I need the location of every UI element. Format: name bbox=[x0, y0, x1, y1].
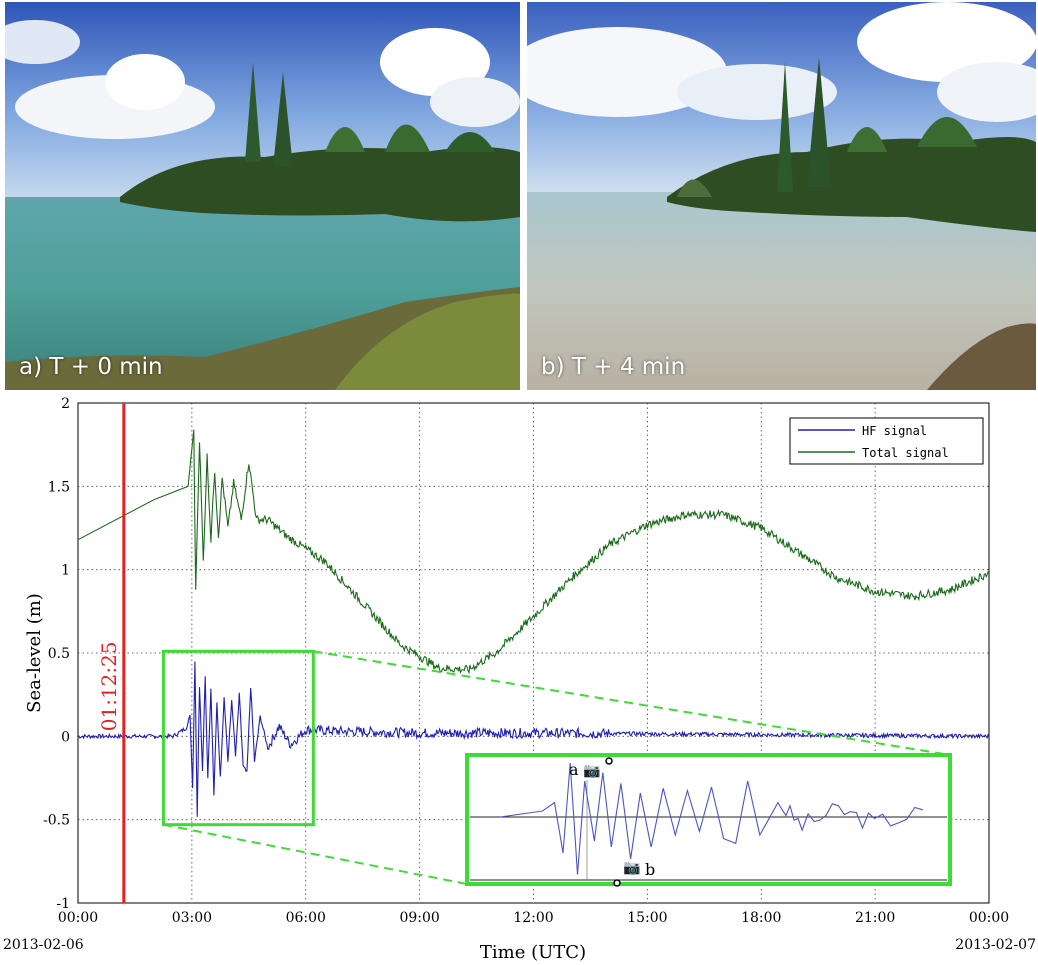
camera-icon-a: 📷 bbox=[583, 763, 600, 779]
zoom-inset-point-a bbox=[605, 757, 613, 765]
x-axis-ticks: 00:00 03:00 06:00 09:00 12:00 15:00 18:00 21:00… bbox=[58, 910, 1009, 926]
zoom-source-box bbox=[161, 649, 315, 827]
y-axis-ticks: -1 -0.5 0 0.5 1 1.5 2 bbox=[43, 396, 70, 912]
photo-a-image bbox=[5, 2, 520, 390]
sea-level-chart: 00:00 03:00 06:00 09:00 12:00 15:00 18:00 21:00… bbox=[3, 396, 1036, 963]
series-layer bbox=[77, 429, 990, 817]
end-date-label: 2013-02-07 bbox=[955, 937, 1036, 953]
y-tick-label: 1 bbox=[61, 563, 70, 579]
zoom-inset-marker-b: b bbox=[645, 860, 655, 879]
legend-label-hf: HF signal bbox=[862, 424, 927, 438]
photo-b-caption: b) T + 4 min bbox=[541, 354, 686, 380]
x-tick-label: 15:00 bbox=[627, 910, 667, 926]
zoom-inset-point-b bbox=[613, 879, 621, 887]
camera-icon-b: 📷 bbox=[623, 860, 640, 876]
y-tick-label: 2 bbox=[61, 396, 70, 412]
y-tick-label: 1.5 bbox=[48, 479, 70, 495]
y-tick-label: 0 bbox=[61, 729, 70, 745]
x-tick-label: 09:00 bbox=[399, 910, 439, 926]
x-axis-label: Time (UTC) bbox=[480, 942, 586, 963]
photo-b-image bbox=[527, 2, 1036, 390]
photo-a: a) T + 0 min bbox=[5, 2, 520, 390]
zoom-inset-marker-a: a bbox=[569, 760, 579, 779]
x-tick-label: 00:00 bbox=[969, 910, 1009, 926]
x-tick-label: 03:00 bbox=[172, 910, 212, 926]
series-line-total bbox=[77, 429, 990, 675]
x-tick-label: 18:00 bbox=[741, 910, 781, 926]
zoom-inset-frame bbox=[465, 753, 952, 886]
photo-b: b) T + 4 min bbox=[527, 2, 1036, 390]
zoom-connector-bottom bbox=[163, 823, 468, 885]
y-tick-label: -1 bbox=[56, 896, 70, 912]
x-tick-label: 12:00 bbox=[513, 910, 553, 926]
x-tick-label: 06:00 bbox=[286, 910, 326, 926]
y-tick-label: -0.5 bbox=[43, 813, 70, 829]
event-label: 01:12:25 bbox=[97, 641, 121, 731]
start-date-label: 2013-02-06 bbox=[3, 937, 84, 953]
x-tick-label: 00:00 bbox=[58, 910, 98, 926]
photo-a-caption: a) T + 0 min bbox=[19, 354, 163, 380]
y-axis-label: Sea-level (m) bbox=[24, 593, 45, 713]
zoom-inset: a 📷 📷 b bbox=[465, 753, 952, 887]
x-tick-label: 21:00 bbox=[855, 910, 895, 926]
legend: HF signal Total signal bbox=[789, 417, 984, 465]
y-tick-label: 0.5 bbox=[48, 646, 70, 662]
legend-label-total: Total signal bbox=[862, 446, 949, 460]
zoom-inset-signal bbox=[500, 762, 923, 875]
legend-box bbox=[789, 417, 984, 465]
zoom-connector-top bbox=[313, 650, 951, 756]
series-line-hf bbox=[77, 661, 990, 817]
